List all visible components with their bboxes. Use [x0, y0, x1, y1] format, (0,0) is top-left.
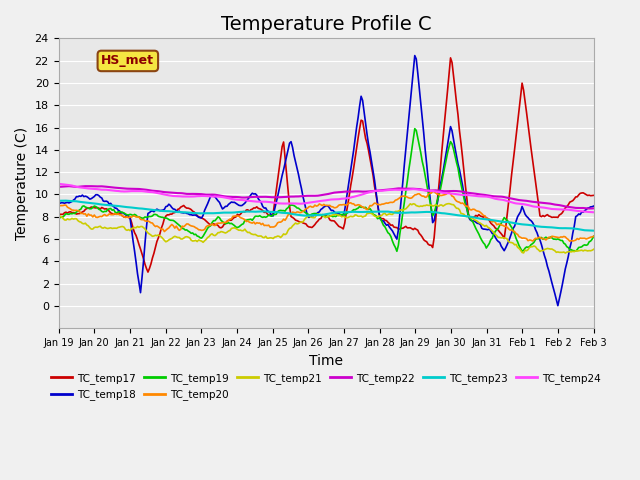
TC_temp20 [241, 217, 249, 223]
TC_temp19 [590, 233, 598, 239]
TC_temp17 [447, 55, 454, 61]
TC_temp18 [232, 201, 240, 206]
TC_temp21 [214, 230, 222, 236]
TC_temp22 [587, 205, 595, 211]
TC_temp22 [122, 186, 129, 192]
TC_temp23 [590, 228, 598, 234]
TC_temp19 [289, 202, 296, 208]
TC_temp21 [54, 211, 62, 217]
Line: TC_temp20: TC_temp20 [58, 192, 594, 241]
Line: TC_temp19: TC_temp19 [58, 129, 594, 252]
TC_temp24 [232, 197, 240, 203]
TC_temp22 [84, 183, 92, 189]
TC_temp22 [54, 184, 62, 190]
TC_temp19 [563, 244, 571, 250]
TC_temp21 [241, 226, 249, 232]
TC_temp19 [393, 249, 401, 254]
TC_temp24 [241, 197, 249, 203]
TC_temp20 [566, 238, 573, 244]
TC_temp21 [120, 224, 128, 230]
TC_temp17 [563, 204, 571, 210]
TC_temp23 [122, 204, 129, 210]
TC_temp22 [561, 204, 569, 209]
TC_temp24 [590, 209, 598, 215]
TC_temp17 [144, 269, 152, 275]
TC_temp24 [214, 194, 222, 200]
TC_temp24 [560, 206, 568, 212]
TC_temp17 [243, 207, 250, 213]
Legend: TC_temp17, TC_temp18, TC_temp19, TC_temp20, TC_temp21, TC_temp22, TC_temp23, TC_: TC_temp17, TC_temp18, TC_temp19, TC_temp… [47, 369, 605, 404]
Text: HS_met: HS_met [101, 54, 154, 67]
TC_temp19 [241, 217, 249, 223]
TC_temp22 [243, 194, 250, 200]
Y-axis label: Temperature (C): Temperature (C) [15, 127, 29, 240]
TC_temp21 [563, 249, 571, 255]
TC_temp20 [214, 220, 222, 226]
TC_temp22 [590, 205, 598, 211]
TC_temp19 [54, 216, 62, 222]
TC_temp18 [289, 144, 296, 150]
TC_temp18 [411, 53, 419, 59]
TC_temp22 [290, 194, 298, 200]
TC_temp21 [561, 250, 569, 256]
Line: TC_temp23: TC_temp23 [58, 201, 594, 231]
TC_temp23 [234, 209, 241, 215]
TC_temp20 [120, 214, 128, 219]
TC_temp21 [232, 226, 240, 231]
TC_temp18 [563, 260, 571, 266]
TC_temp17 [120, 214, 128, 220]
TC_temp19 [411, 126, 419, 132]
Line: TC_temp18: TC_temp18 [58, 56, 594, 306]
TC_temp21 [590, 246, 598, 252]
TC_temp17 [54, 213, 62, 219]
TC_temp18 [54, 200, 62, 206]
Line: TC_temp17: TC_temp17 [58, 58, 594, 272]
TC_temp22 [216, 192, 223, 198]
TC_temp17 [290, 216, 298, 221]
TC_temp21 [445, 201, 453, 206]
TC_temp18 [554, 303, 562, 309]
TC_temp18 [590, 203, 598, 209]
TC_temp24 [289, 201, 296, 206]
TC_temp20 [429, 189, 436, 194]
TC_temp17 [590, 192, 598, 198]
Line: TC_temp24: TC_temp24 [58, 184, 594, 212]
TC_temp23 [54, 198, 62, 204]
TC_temp23 [216, 210, 223, 216]
TC_temp20 [590, 233, 598, 239]
TC_temp19 [214, 214, 222, 220]
TC_temp17 [216, 225, 223, 230]
Line: TC_temp21: TC_temp21 [58, 204, 594, 253]
TC_temp17 [234, 212, 241, 217]
TC_temp23 [561, 225, 569, 231]
TC_temp20 [54, 204, 62, 210]
TC_temp23 [290, 212, 298, 217]
X-axis label: Time: Time [309, 354, 343, 368]
TC_temp19 [120, 210, 128, 216]
Line: TC_temp22: TC_temp22 [58, 186, 594, 208]
TC_temp20 [561, 234, 569, 240]
TC_temp18 [214, 198, 222, 204]
TC_temp18 [241, 200, 249, 206]
TC_temp23 [243, 209, 250, 215]
TC_temp24 [54, 181, 62, 187]
TC_temp22 [234, 194, 241, 200]
Title: Temperature Profile C: Temperature Profile C [221, 15, 431, 34]
TC_temp19 [232, 224, 240, 230]
TC_temp18 [120, 211, 128, 216]
TC_temp20 [289, 209, 296, 215]
TC_temp21 [289, 223, 296, 229]
TC_temp20 [232, 213, 240, 219]
TC_temp24 [120, 189, 128, 194]
TC_temp23 [61, 198, 68, 204]
